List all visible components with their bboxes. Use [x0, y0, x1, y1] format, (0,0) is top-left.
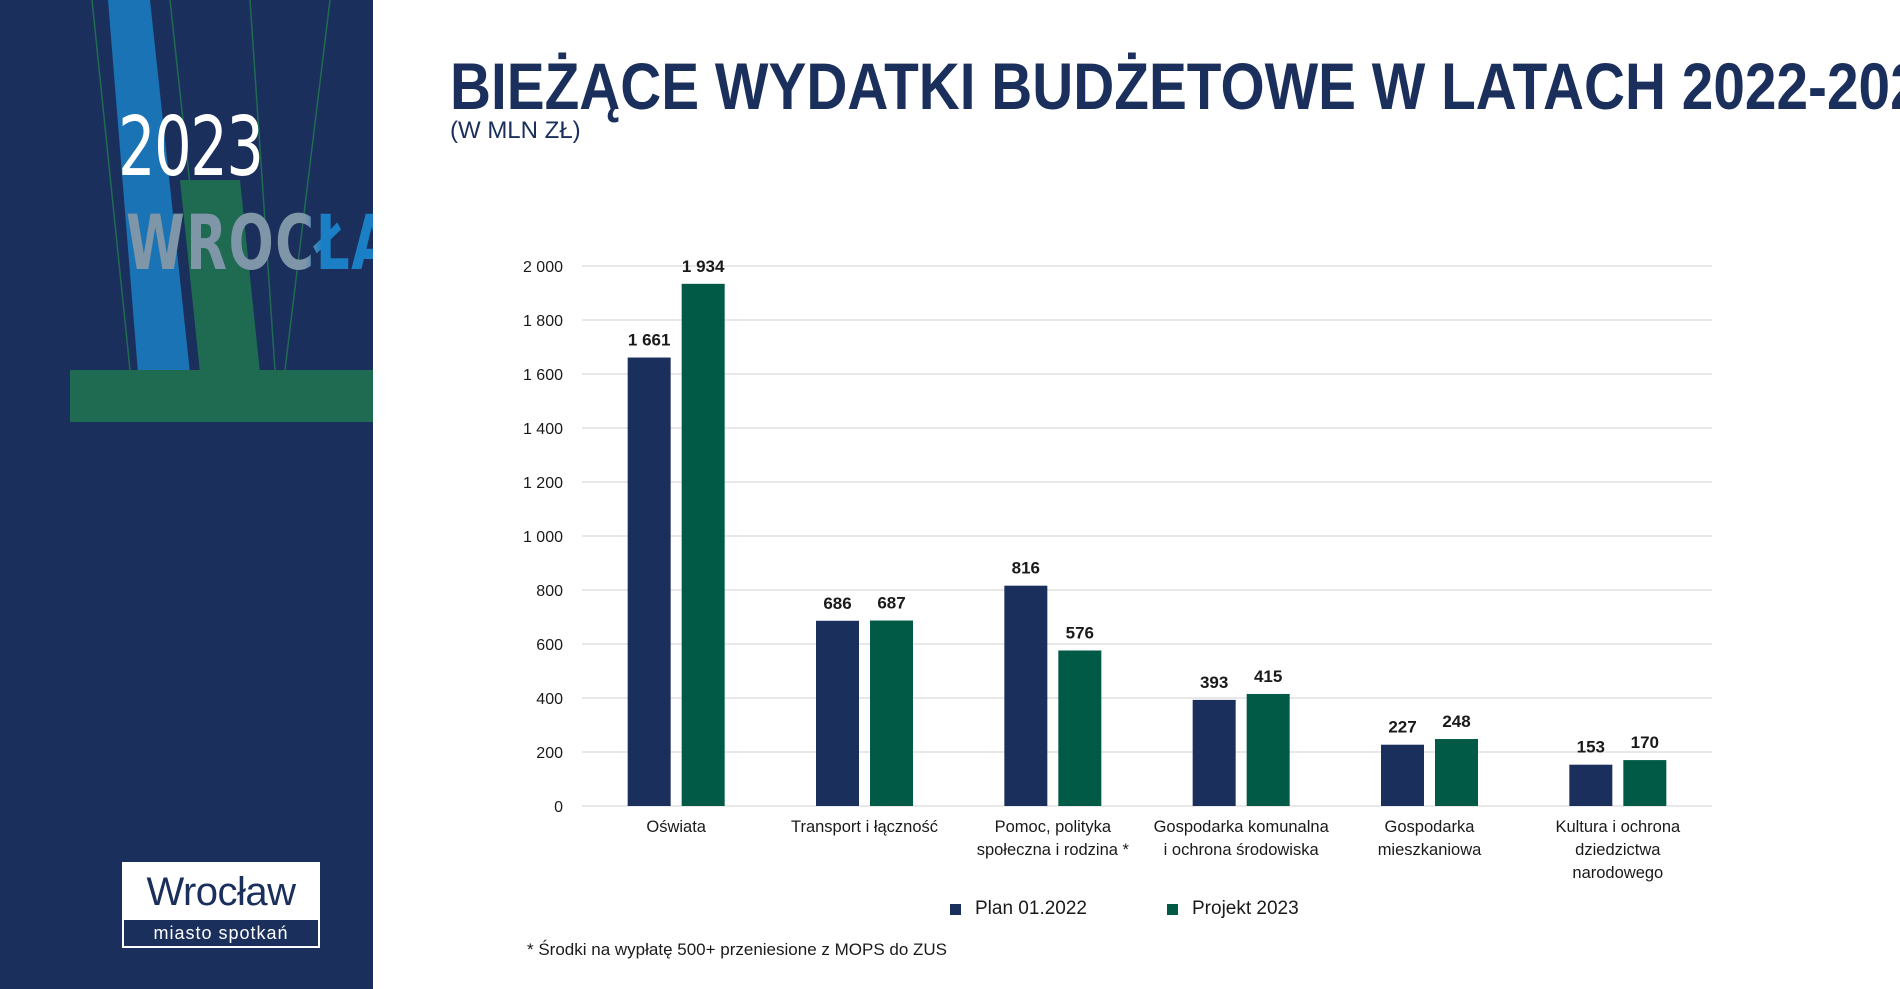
chart-legend: Plan 01.2022 Projekt 2023	[950, 898, 1299, 920]
category-label: Kultura i ochrona	[1555, 818, 1681, 836]
category-label: społeczna i rodzina *	[977, 841, 1130, 859]
category-label: Gospodarka komunalna	[1154, 818, 1330, 836]
category-label: i ochrona środowiska	[1164, 841, 1320, 859]
y-tick-label: 1 200	[523, 475, 563, 492]
y-tick-label: 1 400	[523, 421, 563, 438]
decor-stripe-green	[180, 180, 260, 373]
city-label: WROCŁAW	[126, 198, 373, 287]
legend-label-plan: Plan 01.2022	[975, 898, 1087, 919]
data-label: 170	[1631, 733, 1659, 752]
y-tick-label: 600	[536, 637, 563, 654]
logo-tagline: miasto spotkań	[153, 923, 289, 943]
legend-swatch-plan	[950, 903, 961, 915]
data-label: 153	[1577, 738, 1605, 757]
data-label: 1 934	[682, 257, 725, 276]
decor-line	[169, 0, 211, 371]
y-tick-label: 800	[536, 583, 563, 600]
data-label: 816	[1012, 559, 1040, 578]
category-label: mieszkaniowa	[1378, 841, 1482, 859]
decor-line	[91, 0, 131, 371]
sidebar: 2023 WROCŁAW Wrocław miasto spotkań	[0, 0, 373, 989]
category-label: narodowego	[1572, 864, 1663, 882]
decor-stripe-blue	[108, 0, 190, 373]
decor-line	[249, 0, 276, 371]
data-label: 686	[823, 594, 851, 613]
data-label: 576	[1066, 623, 1094, 642]
category-label: Pomoc, polityka	[995, 818, 1112, 836]
legend-label-projekt: Projekt 2023	[1192, 898, 1299, 919]
year-label: 2023	[118, 100, 264, 195]
y-tick-label: 0	[554, 799, 563, 816]
footnote: * Środki na wypłatę 500+ przeniesione z …	[527, 940, 948, 959]
bar	[816, 620, 859, 806]
category-label: Transport i łączność	[791, 818, 938, 836]
category-label: dziedzictwa	[1575, 841, 1661, 859]
bar	[1623, 760, 1667, 806]
decor-line	[284, 0, 331, 371]
logo-name: Wrocław	[124, 864, 318, 920]
chart-title: BIEŻĄCE WYDATKI BUDŻETOWE W LATACH 2022-…	[450, 49, 1900, 123]
data-label: 687	[877, 594, 905, 613]
y-tick-label: 200	[536, 745, 563, 762]
data-label: 415	[1254, 667, 1282, 686]
bar	[1381, 744, 1424, 806]
chart-subtitle: (W MLN ZŁ)	[450, 117, 581, 144]
data-label: 393	[1200, 673, 1228, 692]
legend-swatch-projekt	[1167, 903, 1178, 915]
category-label: Gospodarka	[1385, 818, 1476, 836]
decor-bar-green	[70, 370, 373, 422]
sidebar-decoration	[70, 0, 373, 422]
y-tick-label: 1 000	[523, 529, 563, 546]
category-label: Oświata	[646, 818, 706, 836]
y-tick-label: 400	[536, 691, 563, 708]
bar	[1569, 764, 1613, 806]
bar	[627, 357, 671, 806]
bar	[870, 620, 913, 806]
bar	[1192, 699, 1236, 806]
data-label: 248	[1442, 712, 1470, 731]
y-tick-label: 1 800	[523, 313, 563, 330]
data-label: 227	[1388, 718, 1416, 737]
bar	[1435, 739, 1478, 806]
wroclaw-logo: Wrocław miasto spotkań	[122, 862, 320, 948]
y-tick-label: 1 600	[523, 367, 563, 384]
data-label: 1 661	[628, 331, 671, 350]
bar	[681, 283, 725, 806]
legend-item-plan: Plan 01.2022	[950, 898, 1087, 920]
bar	[1004, 585, 1048, 806]
y-tick-label: 2 000	[523, 259, 563, 276]
legend-item-projekt: Projekt 2023	[1167, 898, 1299, 920]
bar	[1246, 693, 1290, 806]
bar	[1058, 650, 1102, 806]
